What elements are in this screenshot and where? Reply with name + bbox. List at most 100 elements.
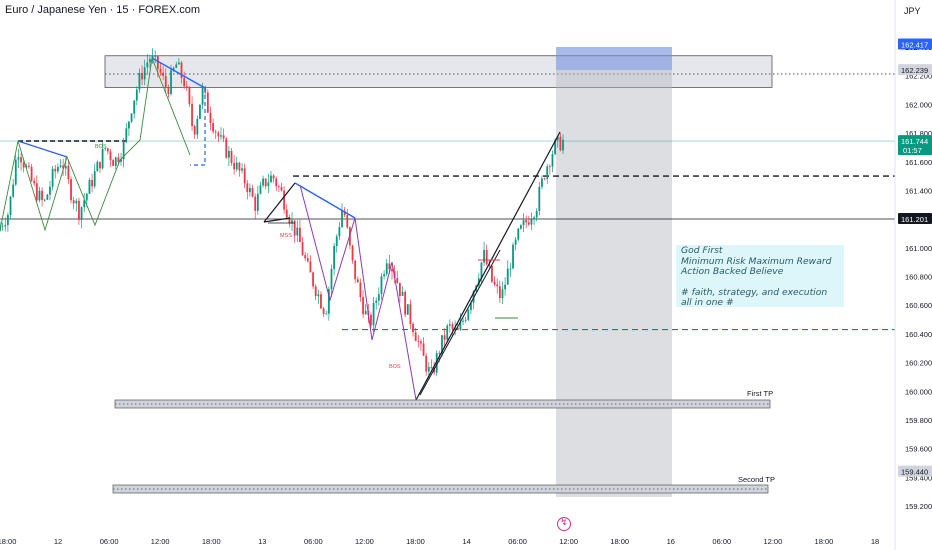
candle-body: [283, 190, 286, 210]
candle-body: [435, 353, 438, 373]
candle-body: [501, 289, 504, 298]
y-tick-label: 161.800: [905, 129, 932, 138]
candle-body: [356, 279, 359, 283]
note-line-2: Minimum Risk Maximum Reward: [681, 255, 832, 267]
candle-body: [517, 228, 520, 240]
candle-body: [293, 220, 296, 236]
candle-body: [143, 67, 146, 80]
candle-body: [277, 186, 280, 188]
candle-body: [185, 86, 188, 88]
candle-body: [467, 310, 470, 320]
candle-body: [525, 220, 528, 223]
candle-body: [56, 166, 59, 172]
candle-body: [196, 118, 199, 135]
candle-body: [562, 139, 564, 151]
price-badge-bg: [898, 64, 932, 76]
candle-body: [383, 274, 386, 277]
candle-body: [83, 200, 86, 208]
candle-body: [314, 286, 317, 297]
candle-body: [235, 162, 238, 170]
y-tick-label: 161.400: [905, 186, 932, 195]
candle-body: [322, 308, 325, 314]
x-tick-label: 18:00: [815, 537, 834, 546]
currency-label: JPY: [904, 6, 921, 16]
candle-body: [483, 249, 485, 263]
candle-body: [335, 236, 338, 247]
tradingview-logo-icon: ↯: [557, 517, 571, 531]
y-tick-label: 161.600: [905, 158, 932, 167]
candle-body: [59, 165, 62, 167]
candle-body: [330, 269, 333, 290]
candle-body: [441, 335, 443, 355]
candle-body: [167, 87, 170, 95]
candle-body: [62, 165, 65, 169]
candle-body: [49, 186, 51, 195]
candle-body: [96, 161, 99, 172]
candle-body: [193, 126, 196, 135]
second-tp-label: Second TP: [738, 475, 775, 484]
candle-body: [30, 166, 33, 181]
price-badge-bg: [898, 135, 932, 156]
text-note[interactable]: God First Minimum Risk Maximum Reward Ac…: [676, 245, 844, 308]
x-tick-label: 18:00: [202, 537, 221, 546]
candle-body: [385, 263, 388, 275]
candle-body: [183, 77, 186, 87]
candle-body: [117, 157, 120, 162]
candle-body: [249, 187, 251, 193]
candle-body: [409, 304, 412, 324]
candle-body: [254, 196, 257, 211]
candle-body: [456, 327, 459, 330]
candle-body: [312, 272, 314, 287]
structure-line: [151, 57, 206, 89]
candle-body: [188, 87, 191, 104]
candle-body: [172, 67, 175, 71]
note-line-3: Action Backed Believe: [681, 266, 784, 278]
candle-body: [25, 165, 28, 168]
y-tick-label: 162.200: [905, 72, 932, 81]
structure-line: [263, 217, 291, 223]
candle-body: [85, 193, 88, 201]
candle-body: [267, 182, 270, 187]
x-tick-label: 14: [462, 537, 470, 546]
candle-body: [512, 244, 514, 269]
candle-body: [514, 239, 517, 245]
projection-box: [556, 47, 672, 497]
price-badge: 162.239: [898, 64, 932, 76]
candle-body: [114, 157, 117, 166]
candle-body: [270, 175, 272, 183]
candle-body: [220, 135, 222, 137]
target-box: [556, 47, 672, 71]
candle-body: [64, 165, 67, 169]
candle-body: [159, 68, 162, 73]
candle-body: [485, 249, 488, 265]
candle-body: [101, 148, 104, 169]
candle-body: [362, 297, 364, 315]
candle-body: [78, 200, 80, 220]
candle-body: [141, 72, 143, 80]
candle-body: [104, 148, 107, 150]
price-badge-value: 159.440: [901, 468, 928, 477]
candle-body: [301, 242, 304, 256]
candle-body: [493, 281, 496, 285]
candle-body: [285, 209, 288, 218]
candle-body: [522, 220, 525, 226]
candle-body: [546, 166, 549, 179]
candle-body: [370, 314, 372, 326]
y-tick-label: 162.000: [905, 100, 932, 109]
candle-body: [296, 227, 299, 236]
candle-body: [275, 178, 278, 187]
candle-body: [420, 341, 422, 344]
candle-body: [128, 121, 130, 129]
candle-body: [462, 320, 464, 322]
candle-body: [135, 89, 138, 101]
candle-body: [398, 282, 401, 296]
candle-body: [209, 112, 212, 123]
x-tick-label: 18: [871, 537, 879, 546]
structure-line: [190, 88, 206, 166]
candle-body: [201, 86, 204, 105]
candle-body: [448, 324, 451, 326]
candle-body: [288, 217, 291, 224]
